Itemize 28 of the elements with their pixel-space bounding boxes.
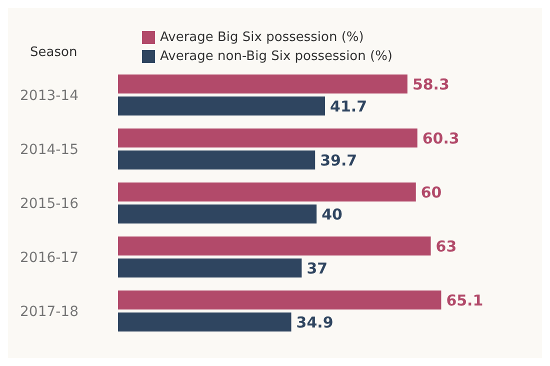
- bar: [118, 204, 317, 224]
- legend-label: Average non-Big Six possession (%): [160, 49, 393, 64]
- bar: [118, 236, 431, 256]
- bar: [118, 258, 302, 278]
- y-tick-label: 2017-18: [20, 304, 78, 320]
- y-tick-label: 2014-15: [20, 142, 78, 158]
- data-label: 58.3: [412, 75, 450, 94]
- bar: [118, 96, 326, 116]
- data-label: 40: [322, 205, 342, 224]
- y-tick-label: 2013-14: [20, 88, 79, 104]
- bar: [118, 312, 292, 332]
- data-label: 41.7: [330, 97, 368, 116]
- data-label: 37: [306, 259, 328, 278]
- data-label: 60.3: [422, 129, 460, 148]
- legend-label: Average Big Six possession (%): [160, 30, 364, 45]
- y-axis-title: Season: [29, 45, 78, 62]
- data-label: 65.1: [446, 291, 484, 310]
- data-label: 34.9: [296, 313, 334, 332]
- bar: [118, 150, 316, 170]
- y-tick-label: 2016-17: [20, 250, 78, 266]
- data-label: 39.7: [320, 151, 358, 170]
- bar: [118, 290, 442, 310]
- bar: [118, 128, 418, 148]
- data-label: 63: [436, 237, 457, 256]
- data-label: 60: [420, 183, 442, 202]
- y-tick-label: 2015-16: [20, 196, 79, 212]
- bar: [118, 182, 416, 202]
- bar: [118, 74, 408, 94]
